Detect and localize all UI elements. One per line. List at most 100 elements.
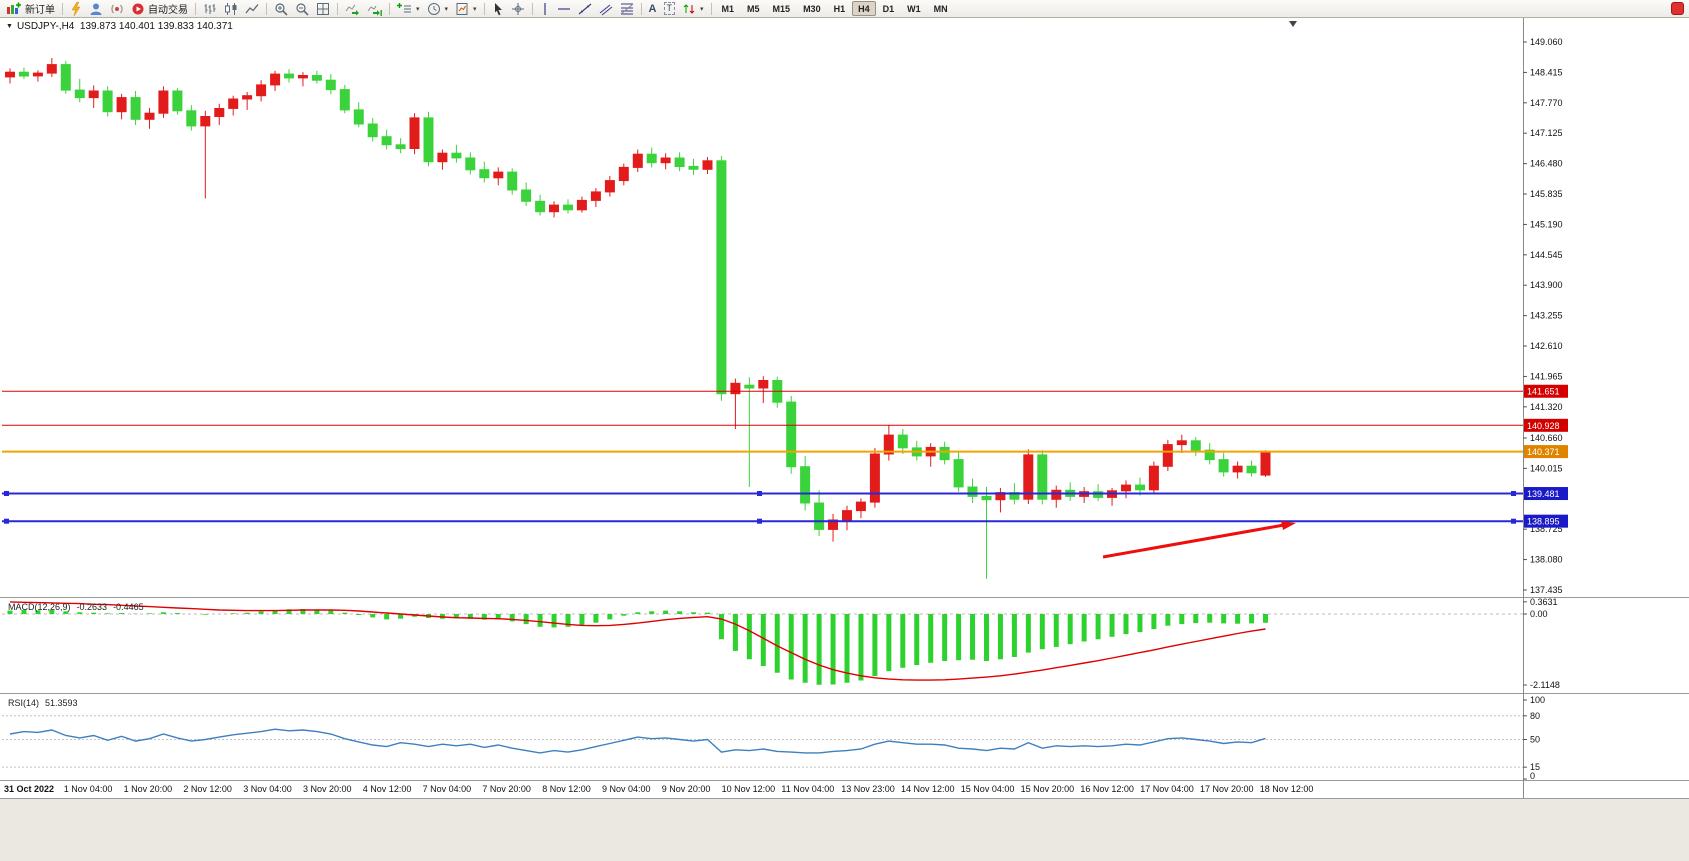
channel-tool-button[interactable] xyxy=(596,1,616,17)
candle xyxy=(1023,454,1034,500)
notification-icon[interactable] xyxy=(1671,2,1684,15)
price-tick-label: 149.060 xyxy=(1530,37,1563,47)
candle xyxy=(702,160,713,170)
candle xyxy=(953,459,964,488)
text-label-tool-button[interactable]: T xyxy=(661,1,679,17)
separator xyxy=(483,2,485,15)
vertical-line-tool-button[interactable] xyxy=(537,1,553,17)
line-anchor[interactable] xyxy=(1511,518,1516,524)
candle xyxy=(576,199,587,211)
timeframe-mn[interactable]: MN xyxy=(928,1,954,16)
arrows-tool-button[interactable]: ▾ xyxy=(679,1,707,17)
candle xyxy=(88,90,99,99)
metaeditor-button[interactable] xyxy=(67,1,85,17)
candle xyxy=(897,434,908,449)
cursor-button[interactable] xyxy=(489,1,507,17)
symbol-dropdown-icon[interactable]: ▼ xyxy=(6,23,13,30)
fibonacci-tool-button[interactable] xyxy=(617,1,637,17)
text-icon: A xyxy=(648,2,657,15)
line-chart-mode-button[interactable] xyxy=(242,1,262,17)
line-anchor[interactable] xyxy=(4,491,9,496)
zoom-out-icon xyxy=(296,2,309,16)
separator xyxy=(62,2,63,15)
candle xyxy=(604,180,615,193)
chart-shift-marker[interactable] xyxy=(1289,21,1297,27)
line-anchor[interactable] xyxy=(757,518,762,524)
candle xyxy=(1190,440,1201,451)
text-tool-button[interactable]: A xyxy=(646,1,660,17)
horizontal-line-icon xyxy=(557,7,570,10)
trend-arrow-head[interactable] xyxy=(1281,521,1296,530)
timeframe-m5[interactable]: M5 xyxy=(741,1,766,16)
time-label: 11 Nov 04:00 xyxy=(781,784,834,794)
new-order-button[interactable]: 新订单 xyxy=(3,1,58,17)
time-label: 9 Nov 04:00 xyxy=(602,784,651,794)
trendline-tool-button[interactable] xyxy=(575,1,595,17)
chevron-down-icon: ▾ xyxy=(700,5,704,13)
timeframe-m15[interactable]: M15 xyxy=(767,1,797,16)
market-signal-button[interactable] xyxy=(107,1,127,17)
line-anchor[interactable] xyxy=(1511,491,1516,496)
price-tick-label: 143.900 xyxy=(1530,280,1563,290)
price-highlight-140.928 xyxy=(1524,418,1568,432)
candle xyxy=(814,502,825,530)
time-label: 17 Nov 20:00 xyxy=(1200,784,1254,794)
periods-button[interactable]: ▾ xyxy=(424,1,452,17)
tile-windows-button[interactable] xyxy=(313,1,333,17)
auto-trading-button[interactable]: 自动交易 xyxy=(128,1,191,17)
separator xyxy=(266,2,267,15)
price-tick-label: 140.015 xyxy=(1530,463,1563,473)
candle xyxy=(549,204,559,213)
macd-main-value: -0.2633 xyxy=(76,602,108,612)
auto-scroll-icon xyxy=(345,4,359,15)
candle xyxy=(1051,489,1062,500)
bar-chart-mode-button[interactable] xyxy=(200,1,220,17)
candle xyxy=(590,191,601,201)
timeframe-h1[interactable]: H1 xyxy=(828,1,852,16)
profile-button[interactable] xyxy=(86,1,106,17)
candlestick-mode-button[interactable] xyxy=(221,1,241,17)
candle xyxy=(367,123,378,138)
price-tick-label: 144.545 xyxy=(1530,250,1563,260)
time-label: 1 Nov 04:00 xyxy=(64,784,113,794)
trend-arrow[interactable] xyxy=(1102,523,1285,559)
line-anchor[interactable] xyxy=(757,491,762,496)
templates-button[interactable]: ▾ xyxy=(452,1,480,17)
auto-scroll-button[interactable] xyxy=(342,1,363,17)
candle xyxy=(116,97,127,113)
price-tick-label: 148.415 xyxy=(1530,67,1563,77)
price-tick-label: 140.660 xyxy=(1530,433,1563,443)
zoom-in-button[interactable] xyxy=(271,1,291,17)
chart-canvas[interactable]: 149.060 148.415 147.770 147.125 146.480 145.8… xyxy=(0,18,1689,861)
timeframe-w1[interactable]: W1 xyxy=(901,1,927,16)
indicators-button[interactable]: ▾ xyxy=(394,1,423,17)
vertical-line-icon xyxy=(543,2,546,15)
svg-text:140.371: 140.371 xyxy=(1527,447,1560,457)
line-anchor[interactable] xyxy=(4,518,9,524)
separator xyxy=(337,2,338,15)
timeframe-m1[interactable]: M1 xyxy=(716,1,741,16)
indicators-icon xyxy=(397,2,411,12)
candle xyxy=(883,434,894,455)
candle xyxy=(716,160,727,395)
timeframe-d1[interactable]: D1 xyxy=(877,1,901,16)
candle xyxy=(1204,449,1215,461)
channel-icon xyxy=(599,4,612,15)
candle xyxy=(563,204,573,211)
bottom-filler xyxy=(0,799,1689,861)
timeframe-m30[interactable]: M30 xyxy=(797,1,827,16)
price-highlight-140.371 xyxy=(1524,445,1568,459)
candle xyxy=(228,98,239,109)
horizontal-line-tool-button[interactable] xyxy=(554,1,574,17)
zoom-out-button[interactable] xyxy=(292,1,312,17)
candle xyxy=(786,401,797,468)
candle xyxy=(409,117,420,150)
chart-shift-button[interactable] xyxy=(364,1,385,17)
bar-chart-icon xyxy=(204,3,216,14)
crosshair-button[interactable] xyxy=(508,1,528,17)
candle xyxy=(353,109,364,125)
svg-text:138.895: 138.895 xyxy=(1527,517,1560,527)
candle xyxy=(507,171,518,191)
candle xyxy=(381,136,392,146)
timeframe-h4[interactable]: H4 xyxy=(852,1,876,16)
